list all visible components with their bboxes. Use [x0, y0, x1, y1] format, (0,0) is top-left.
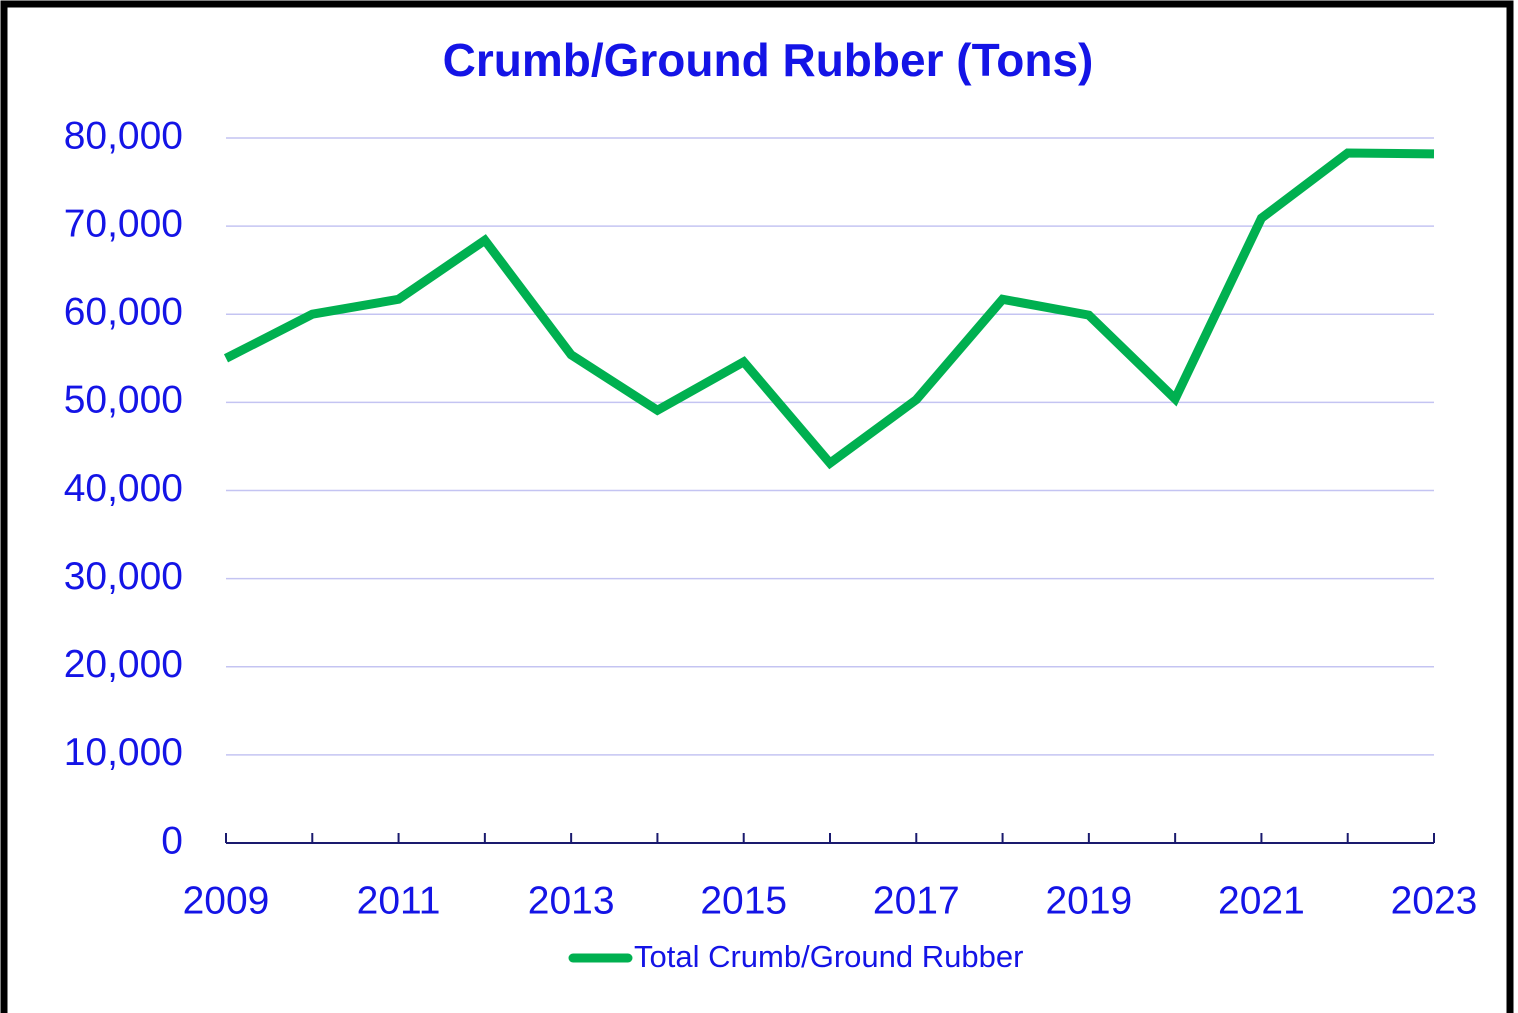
x-tick-label: 2017	[873, 879, 960, 922]
y-tick-label: 60,000	[64, 291, 183, 334]
y-tick-label: 10,000	[64, 731, 183, 774]
legend-label: Total Crumb/Ground Rubber	[634, 939, 1023, 974]
y-tick-label: 80,000	[64, 114, 183, 157]
y-tick-label: 70,000	[64, 202, 183, 245]
y-tick-label: 50,000	[64, 379, 183, 422]
chart-title: Crumb/Ground Rubber (Tons)	[443, 34, 1094, 86]
x-tick-label: 2009	[183, 879, 270, 922]
x-tick-label: 2015	[700, 879, 787, 922]
x-tick-label: 2019	[1045, 879, 1132, 922]
x-tick-label: 2021	[1218, 879, 1305, 922]
y-tick-label: 30,000	[64, 555, 183, 598]
y-tick-label: 40,000	[64, 467, 183, 510]
y-tick-label: 0	[161, 819, 183, 862]
x-tick-label: 2013	[528, 879, 615, 922]
y-tick-label: 20,000	[64, 643, 183, 686]
x-tick-label: 2011	[357, 879, 441, 922]
data-line	[223, 148, 1435, 470]
x-tick-label: 2023	[1391, 879, 1478, 922]
